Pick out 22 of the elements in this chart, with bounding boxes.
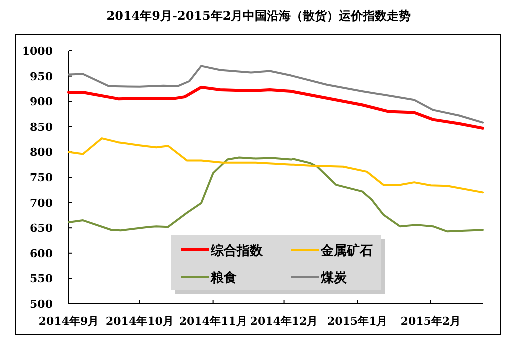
x-tick-label: 2015年1月 (327, 315, 388, 328)
y-tick-label: 750 (30, 172, 54, 184)
y-tick-label: 850 (30, 120, 54, 134)
y-tick-label: 700 (30, 196, 54, 210)
x-tick-label: 2014年12月 (250, 315, 318, 328)
y-tick-label: 800 (30, 146, 54, 160)
y-tick-label: 500 (30, 298, 54, 311)
legend-label: 金属矿石 (320, 243, 373, 259)
y-tick-label: 550 (30, 272, 54, 286)
x-tick-label: 2014年9月 (38, 315, 100, 328)
y-tick-label: 600 (30, 247, 54, 260)
y-tick-label: 1000 (22, 45, 54, 58)
legend-label: 煤炭 (320, 271, 348, 286)
x-tick-label: 2014年11月 (179, 315, 248, 328)
legend-label: 综合指数 (210, 243, 264, 259)
y-tick-label: 950 (30, 70, 54, 84)
chart-title: 2014年9月-2015年2月中国沿海（散货）运价指数走势 (106, 9, 412, 23)
y-tick-label: 900 (30, 96, 54, 109)
legend-label: 粮食 (210, 270, 237, 286)
y-tick-label: 650 (30, 222, 54, 236)
x-tick-label: 2015年2月 (400, 315, 462, 328)
x-tick-label: 2014年10月 (106, 315, 174, 328)
